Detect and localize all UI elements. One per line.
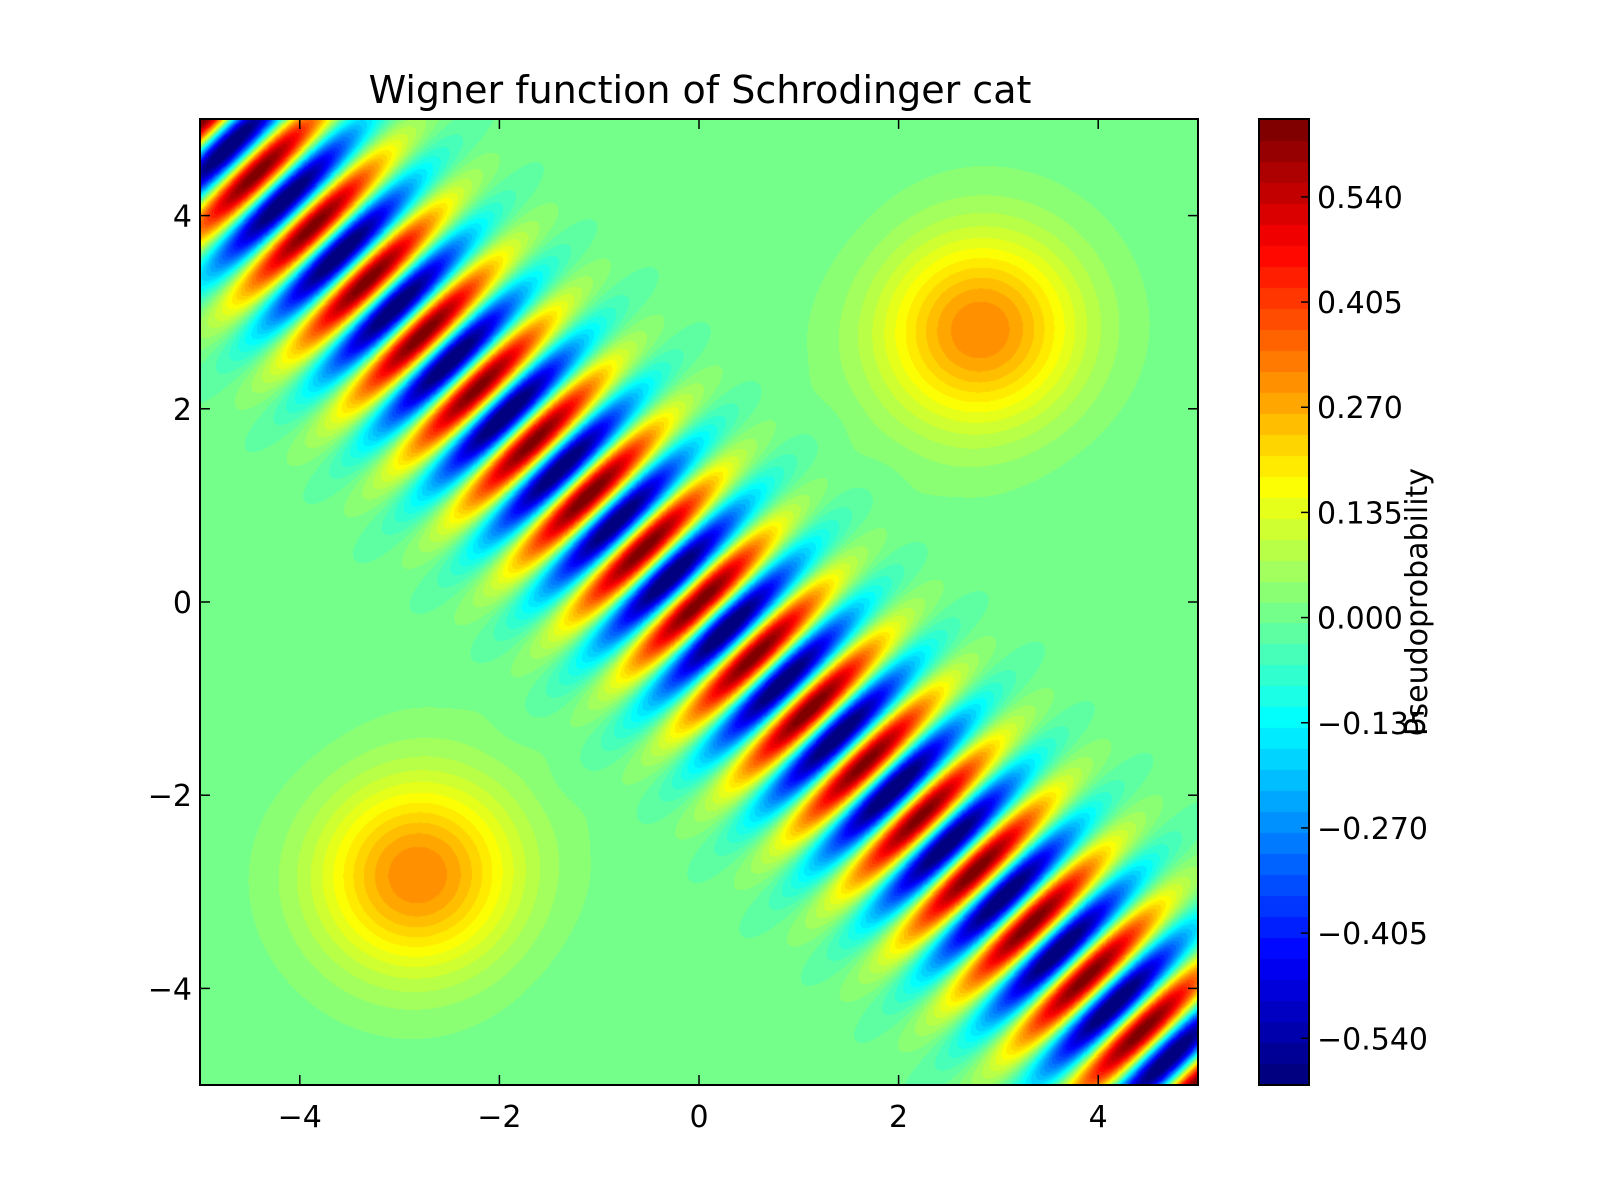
y-tick-label: −4 xyxy=(148,972,192,1007)
x-tick-label: −4 xyxy=(278,1100,322,1135)
chart-title: Wigner function of Schrodinger cat xyxy=(368,68,1032,112)
colorbar-tick-label: 0.405 xyxy=(1317,286,1403,321)
y-tick-label: 2 xyxy=(173,393,192,428)
x-tick-label: 4 xyxy=(1089,1100,1108,1135)
colorbar-tick-label: 0.270 xyxy=(1317,391,1403,426)
colorbar-tick-label: −0.405 xyxy=(1317,917,1428,952)
colorbar-tick-label: 0.000 xyxy=(1317,602,1403,637)
colorbar-tick-label: −0.540 xyxy=(1317,1022,1428,1057)
x-tick-label: 2 xyxy=(889,1100,908,1135)
y-tick-label: 4 xyxy=(173,200,192,235)
colorbar xyxy=(1260,120,1308,1085)
colorbar-tick-label: −0.135 xyxy=(1317,707,1428,742)
colorbar-tick-label: −0.270 xyxy=(1317,812,1428,847)
x-tick-label: −2 xyxy=(477,1100,521,1135)
y-tick-label: 0 xyxy=(173,586,192,621)
colorbar-label: Pseudoprobability xyxy=(1400,467,1435,737)
colorbar-tick-label: 0.540 xyxy=(1317,181,1403,216)
colorbar-frame xyxy=(1258,118,1310,1086)
colorbar-tick-label: 0.135 xyxy=(1317,496,1403,531)
plot-frame xyxy=(199,118,1199,1086)
y-tick-label: −2 xyxy=(148,779,192,814)
wigner-heatmap xyxy=(201,120,1197,1085)
x-tick-label: 0 xyxy=(689,1100,708,1135)
